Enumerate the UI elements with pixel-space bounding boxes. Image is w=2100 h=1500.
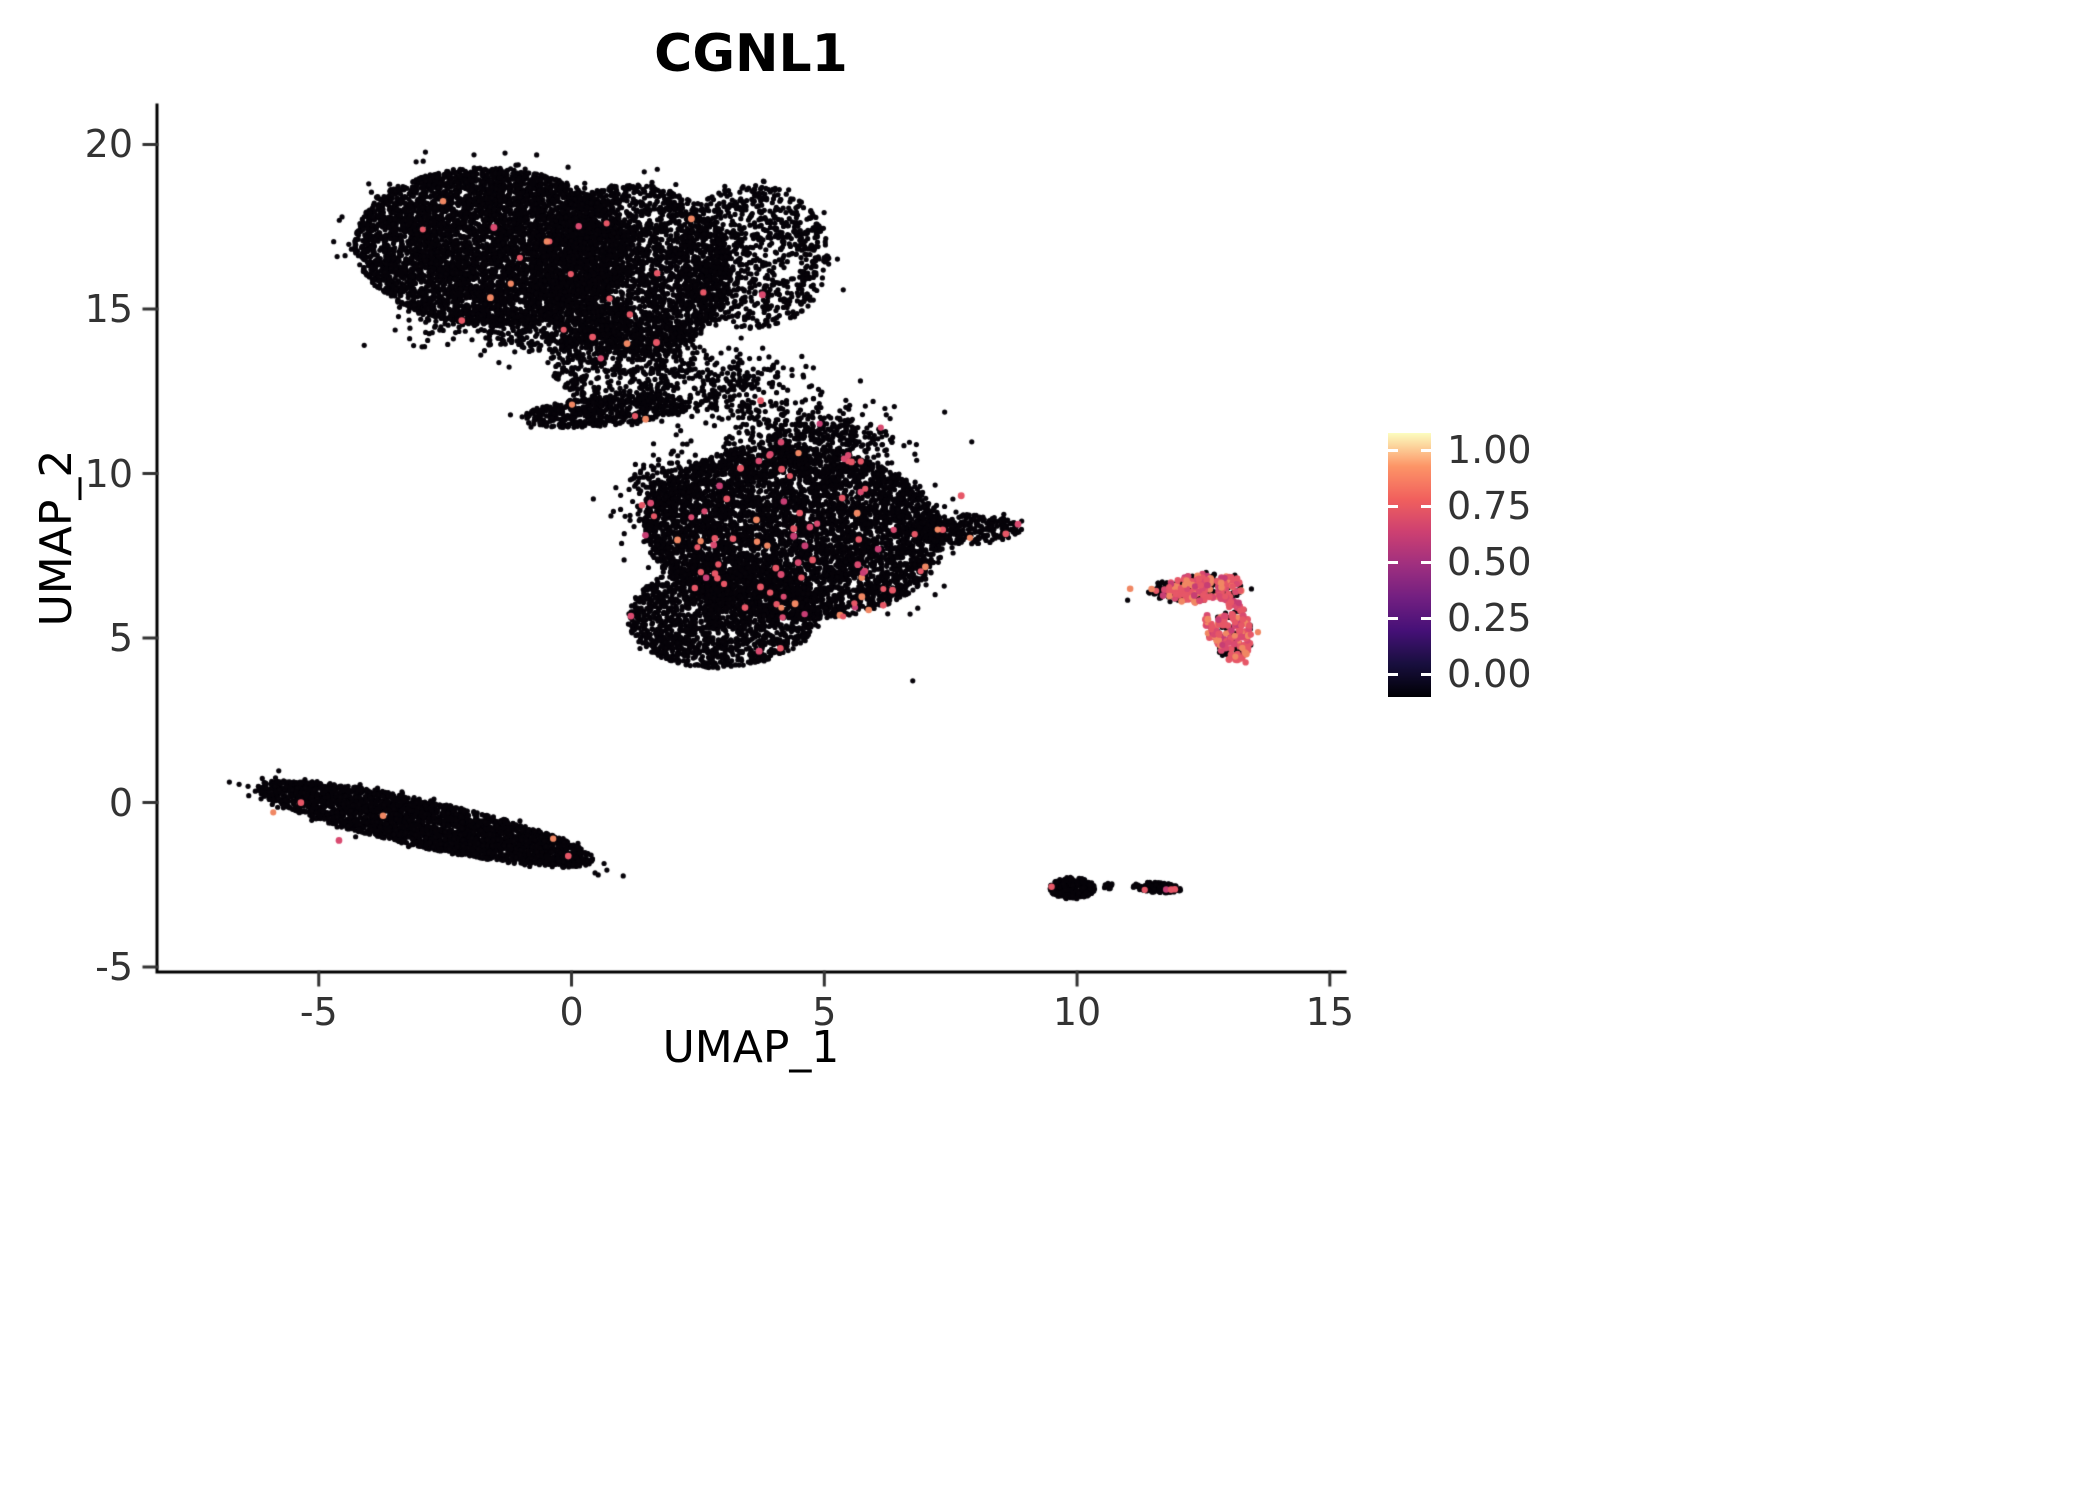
y-tick-label: 10 bbox=[84, 451, 133, 496]
colorbar-tick bbox=[1421, 504, 1431, 508]
plot-title: CGNL1 bbox=[654, 24, 848, 84]
y-tick-label: 5 bbox=[108, 616, 133, 661]
colorbar-tick bbox=[1388, 504, 1398, 508]
y-tick-label: 20 bbox=[84, 122, 133, 167]
x-axis-title: UMAP_1 bbox=[662, 1022, 840, 1073]
x-tick-label: 10 bbox=[1052, 990, 1102, 1034]
colorbar-tick-label: 0.00 bbox=[1447, 652, 1532, 697]
y-axis-title: UMAP_2 bbox=[31, 449, 82, 627]
colorbar-tick bbox=[1388, 560, 1398, 564]
y-tick-label: 15 bbox=[84, 287, 133, 331]
colorbar-tick bbox=[1421, 560, 1431, 564]
colorbar-tick bbox=[1421, 672, 1431, 676]
colorbar-tick bbox=[1388, 672, 1398, 676]
x-tick-label: 15 bbox=[1305, 990, 1354, 1034]
x-tick-label: -5 bbox=[299, 990, 338, 1034]
colorbar-tick bbox=[1421, 448, 1431, 452]
colorbar-tick bbox=[1388, 616, 1398, 620]
x-tick-label: 0 bbox=[559, 990, 584, 1034]
colorbar-tick-label: 0.25 bbox=[1447, 596, 1532, 641]
y-tick-label: -5 bbox=[95, 945, 133, 990]
colorbar-tick bbox=[1388, 448, 1398, 452]
colorbar-tick-label: 0.50 bbox=[1447, 540, 1532, 585]
colorbar bbox=[1388, 433, 1431, 697]
x-tick-label: 5 bbox=[812, 990, 837, 1034]
colorbar-tick-label: 1.00 bbox=[1447, 428, 1532, 473]
y-tick-label: 0 bbox=[108, 780, 133, 825]
colorbar-tick-label: 0.75 bbox=[1447, 484, 1532, 529]
colorbar-tick bbox=[1421, 616, 1431, 620]
